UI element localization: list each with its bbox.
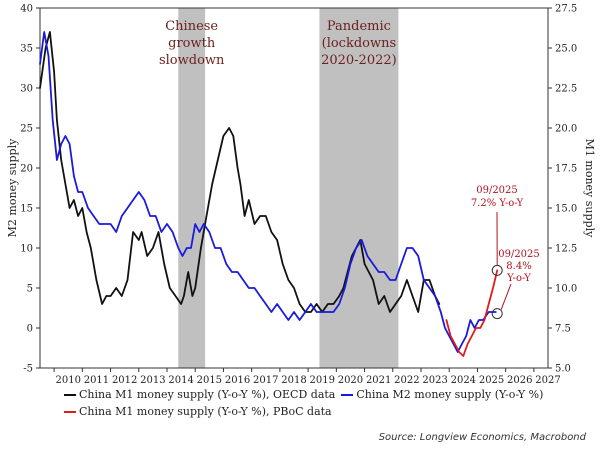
shaded-region-label-0-1: growth [168,36,216,51]
x-tick-label-1: 2011 [84,375,109,386]
legend-label-m2: China M2 money supply (Y-o-Y %) [356,388,544,401]
y-left-axis-title: M2 money supply [6,138,19,237]
y-left-tick-label-3: 10 [20,244,33,255]
shaded-region-label-0-2: slowdown [159,53,225,68]
plot-frame [39,7,549,369]
x-tick-label-14: 2024 [451,375,476,386]
x-tick-label-17: 2027 [535,375,560,386]
legend-swatch-m2 [341,393,354,396]
x-tick-label-15: 2025 [479,375,504,386]
series-line-2 [445,269,499,357]
shaded-region-0 [178,8,206,368]
y-right-tick-label-2: 10.0 [555,284,577,295]
legend: China M1 money supply (Y-o-Y %), OECD da… [64,386,584,420]
x-tick-label-3: 2013 [140,375,165,386]
y-left-tick-label-8: 35 [20,44,33,55]
y-left-tick-label-4: 15 [20,204,33,215]
y-left-tick-label-6: 25 [20,124,33,135]
annotation-0-line-0: 09/2025 [476,185,518,196]
x-tick-label-12: 2022 [394,375,419,386]
series-line-1 [39,31,497,353]
x-tick-label-10: 2020 [338,375,363,386]
x-tick-label-11: 2021 [366,375,391,386]
shaded-region-1 [319,8,399,368]
legend-swatch-m1-pboc [64,410,76,413]
x-tick-label-5: 2015 [197,375,222,386]
legend-item-m2: China M2 money supply (Y-o-Y %) [341,388,543,401]
x-tick-label-6: 2016 [225,375,250,386]
shaded-region-label-1-2: 2020-2022) [321,53,397,68]
x-tick-label-16: 2026 [507,375,532,386]
chart: Chinese growth slowdown Pandemic (lockdowns 2… [6,4,596,387]
y-right-tick-label-5: 17.5 [555,164,577,175]
y-left-tick-label-9: 40 [20,4,33,15]
x-tick-label-0: 2010 [55,375,80,386]
legend-item-m1-oecd: China M1 money supply (Y-o-Y %), OECD da… [64,388,335,401]
y-right-tick-label-6: 20.0 [555,124,577,135]
x-tick-label-8: 2018 [281,375,306,386]
annotation-leader-1 [500,283,512,310]
annotation-1-line-2: Y-o-Y [506,273,531,284]
y-right-tick-label-1: 7.5 [555,324,571,335]
y-right-tick-label-3: 12.5 [555,244,577,255]
y-left-tick-label-2: 5 [27,284,33,295]
legend-label-m1-oecd: China M1 money supply (Y-o-Y %), OECD da… [79,388,336,401]
annotation-1-line-1: 8.4% [506,261,531,272]
y-right-axis-title: M1 money supply [583,139,596,238]
y-left-tick-label-0: -5 [23,364,33,375]
annotation-1-line-0: 09/2025 [498,249,540,260]
annotation-marker-1 [491,308,503,320]
y-right-tick-label-8: 25.0 [555,44,577,55]
series-line-0 [39,31,441,313]
y-right-tick-label-0: 5.0 [555,364,571,375]
shaded-region-label-1-0: Pandemic [327,19,391,34]
shaded-region-label-1-1: (lockdowns [322,36,397,51]
x-tick-label-4: 2014 [168,375,193,386]
x-tick-label-9: 2019 [309,375,334,386]
y-left-tick-label-7: 30 [20,84,33,95]
x-tick-label-13: 2023 [422,375,447,386]
source-note: Source: Longview Economics, Macrobond [378,432,586,443]
y-left-tick-label-1: 0 [27,324,33,335]
y-right-tick-label-7: 22.5 [555,84,577,95]
legend-swatch-m1-oecd [64,393,76,396]
legend-label-m1-pboc: China M1 money supply (Y-o-Y %), PBoC da… [79,405,332,418]
y-right-tick-label-4: 15.0 [555,204,577,215]
annotation-0-line-1: 7.2% Y-o-Y [471,198,524,209]
x-tick-label-7: 2017 [253,375,278,386]
y-left-tick-label-5: 20 [20,164,33,175]
x-tick-label-2: 2012 [112,375,137,386]
shaded-region-label-0-0: Chinese [165,19,218,34]
y-right-tick-label-9: 27.5 [555,4,577,15]
legend-item-m1-pboc: China M1 money supply (Y-o-Y %), PBoC da… [64,405,332,418]
